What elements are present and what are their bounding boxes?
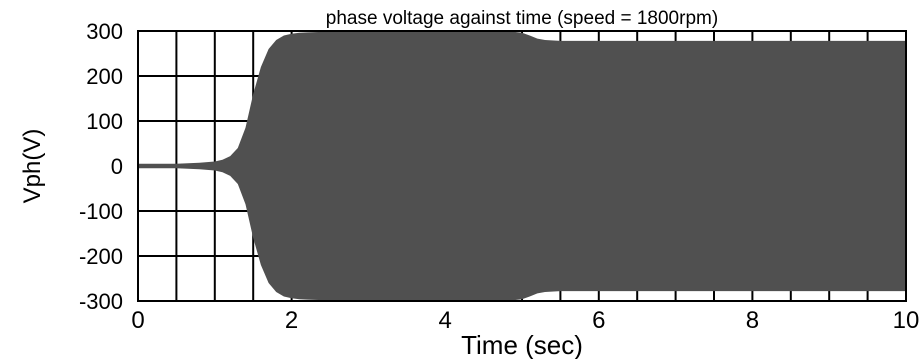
plot-area [138,31,906,301]
y-tick-label: 300 [86,19,123,44]
chart-title: phase voltage against time (speed = 1800… [326,8,718,29]
x-tick-label: 4 [439,307,452,334]
y-tick-label: -200 [79,244,123,269]
voltage-envelope-area [138,31,906,301]
tick-labels: 0 2 4 6 8 10 300 200 100 0 -100 -200 -300 [79,19,919,334]
y-axis-label: Vph(V) [19,129,46,204]
y-tick-label: -100 [79,199,123,224]
plot-frame [137,30,907,302]
x-tick-label: 8 [746,307,759,334]
x-tick-label: 2 [285,307,298,334]
x-tick-label: 6 [592,307,605,334]
x-axis-label: Time (sec) [461,330,583,359]
x-tick-label: 0 [131,307,144,334]
y-tick-label: 200 [86,64,123,89]
y-tick-label: -300 [79,289,123,314]
x-tick-label: 10 [893,307,920,334]
y-tick-label: 100 [86,109,123,134]
y-tick-label: 0 [111,154,123,179]
